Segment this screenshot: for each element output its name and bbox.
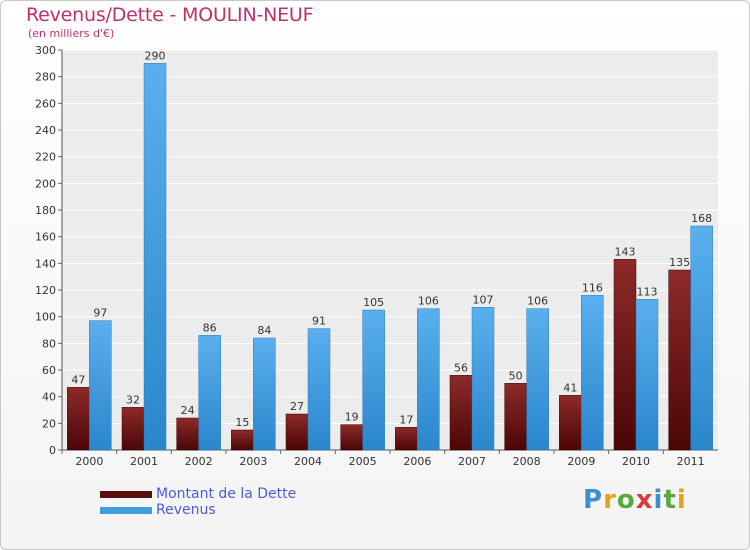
data-label: 24 [181,404,195,417]
x-tick-label: 2007 [458,455,486,468]
bar-revenus [690,225,713,451]
bar-revenus [143,63,167,451]
data-label: 290 [145,49,166,62]
bar-revenus [417,308,440,451]
bar-dette [559,395,582,451]
data-label: 41 [563,381,577,394]
data-label: 113 [637,285,658,298]
data-label: 107 [473,293,494,306]
data-label: 27 [290,400,304,413]
legend-item-revenus: Revenus [100,502,296,518]
y-tick-label: 240 [35,124,56,137]
y-tick-label: 220 [35,151,56,164]
x-tick-label: 2003 [239,455,267,468]
data-label: 168 [691,212,712,225]
bar-revenus [198,335,221,451]
bar-dette [67,387,90,451]
x-tick-label: 2005 [349,455,377,468]
x-tick-label: 2002 [185,455,213,468]
data-label: 32 [126,393,140,406]
bar-revenus [471,307,495,451]
y-tick-label: 120 [35,284,56,297]
data-label: 84 [257,324,271,337]
x-tick-label: 2004 [294,455,322,468]
data-label: 106 [527,295,548,308]
bar-dette [613,259,637,451]
y-tick-label: 180 [35,204,56,217]
data-label: 56 [454,361,468,374]
x-tick-label: 2000 [75,455,103,468]
bar-dette [231,429,254,451]
bar-dette [668,269,691,451]
y-tick-label: 40 [42,391,56,404]
bar-dette [340,424,363,451]
legend-label-revenus: Revenus [156,502,216,518]
y-tick-label: 260 [35,97,56,110]
x-tick-label: 2011 [677,455,705,468]
bar-dette [121,407,145,451]
x-tick-label: 2006 [403,455,431,468]
legend: Montant de la Dette Revenus [100,486,296,518]
legend-swatch-dette [100,490,152,498]
chart-title: Revenus/Dette - MOULIN-NEUF [26,4,314,26]
legend-item-dette: Montant de la Dette [100,486,296,502]
data-label: 143 [615,245,636,258]
x-tick-label: 2010 [622,455,650,468]
legend-label-dette: Montant de la Dette [156,486,297,502]
y-tick-label: 0 [49,444,56,457]
y-tick-label: 80 [42,337,56,350]
data-label: 19 [345,411,359,424]
bar-dette [504,383,527,451]
bar-revenus [307,328,331,451]
y-tick-label: 140 [35,257,56,270]
bar-revenus [362,309,385,451]
bar-revenus [89,320,112,451]
data-label: 86 [203,321,217,334]
data-label: 50 [509,369,523,382]
plot-area [62,50,718,450]
bar-dette [176,417,199,451]
bar-dette [285,413,309,451]
data-label: 17 [399,413,413,426]
y-tick-label: 160 [35,231,56,244]
y-tick-label: 20 [42,417,56,430]
data-label: 15 [235,416,249,429]
y-tick-label: 300 [35,44,56,57]
y-tick-label: 100 [35,311,56,324]
data-label: 106 [418,295,439,308]
proxiti-logo: Proxiti [583,485,687,515]
x-tick-label: 2009 [567,455,595,468]
chart-subtitle: (en milliers d'€) [28,27,115,40]
y-tick-label: 280 [35,71,56,84]
data-label: 91 [312,315,326,328]
data-label: 97 [93,307,107,320]
data-label: 135 [669,256,690,269]
data-label: 47 [71,373,85,386]
bar-revenus [581,295,604,451]
x-tick-label: 2001 [130,455,158,468]
data-label: 116 [582,281,603,294]
bar-revenus [253,337,276,451]
y-tick-label: 200 [35,177,56,190]
legend-swatch-revenus [100,506,152,514]
bar-revenus [526,308,549,451]
bar-dette [395,427,418,451]
bar-dette [449,375,473,451]
bar-revenus [635,299,659,451]
x-tick-label: 2008 [513,455,541,468]
data-label: 105 [363,296,384,309]
y-tick-label: 60 [42,364,56,377]
